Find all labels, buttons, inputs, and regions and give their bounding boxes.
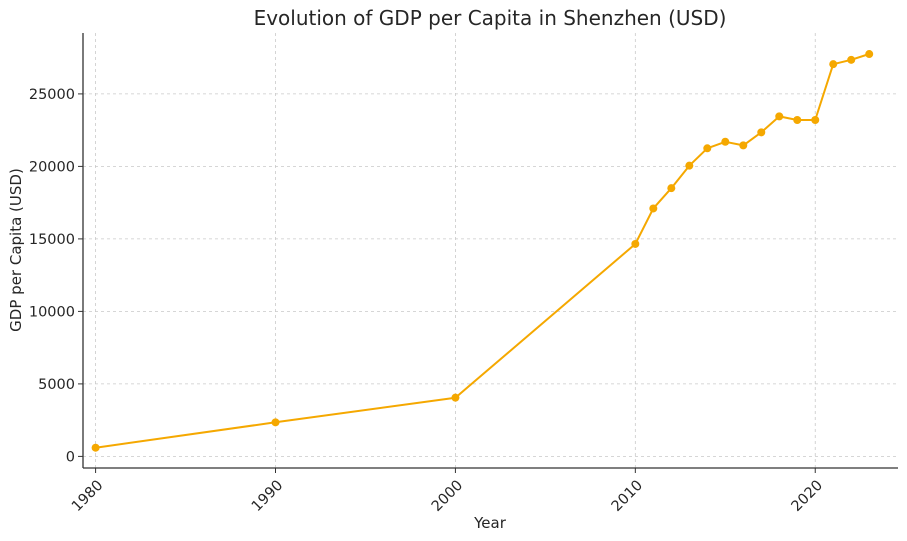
data-point (667, 184, 676, 193)
y-tick-label: 15000 (29, 232, 75, 248)
y-tick-label: 0 (66, 449, 75, 465)
y-tick-label: 5000 (38, 377, 75, 393)
y-tick-label: 20000 (29, 159, 75, 175)
y-tick-label: 10000 (29, 304, 75, 320)
x-tick-label: 2010 (609, 478, 646, 515)
y-tick-label: 25000 (29, 87, 75, 103)
y-axis-ticks: 0 5000 10000 15000 20000 25000 (29, 87, 83, 465)
series-line (95, 53, 870, 449)
data-point (775, 112, 784, 121)
grid (83, 33, 898, 468)
data-point (829, 60, 838, 69)
data-point (703, 144, 712, 153)
data-point (91, 443, 100, 452)
data-point (757, 128, 766, 137)
x-tick-label: 1980 (69, 478, 106, 515)
data-point (451, 393, 460, 402)
data-point (847, 55, 856, 64)
data-point (649, 204, 658, 213)
x-tick-label: 2000 (429, 478, 466, 515)
y-axis-title: GDP per Capita (USD) (7, 168, 25, 332)
data-point (271, 418, 280, 427)
data-point (685, 161, 694, 170)
axes (82, 33, 898, 469)
x-tick-label: 1990 (249, 478, 286, 515)
x-axis-title: Year (473, 514, 507, 532)
series (91, 50, 874, 452)
chart-title: Evolution of GDP per Capita in Shenzhen … (254, 6, 727, 30)
data-point (739, 141, 748, 150)
data-point (793, 116, 802, 124)
data-point (631, 239, 640, 248)
x-axis-ticks: 1980 1990 2000 2010 2020 (69, 468, 826, 515)
data-point (811, 116, 820, 124)
data-point (865, 50, 874, 59)
data-point (721, 137, 730, 146)
x-tick-label: 2020 (789, 478, 826, 515)
